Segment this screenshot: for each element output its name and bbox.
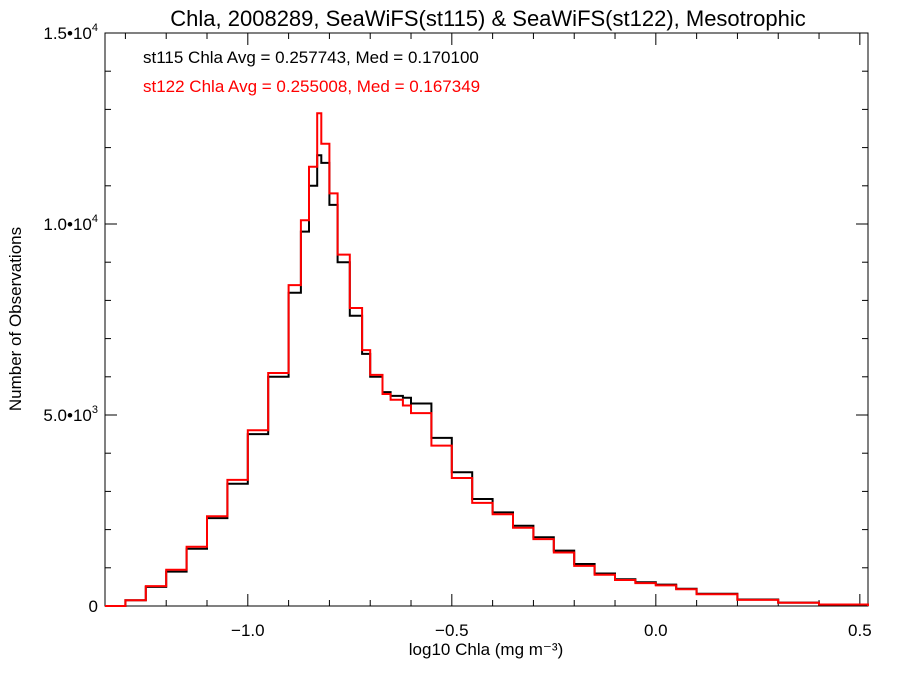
x-tick-label-0: −1.0 [231,621,265,640]
y-axis-label: Number of Observations [6,227,25,411]
y-tick-label-3: 1.5•104 [43,22,98,43]
y-tick-label-0: 0 [89,597,98,616]
ticks-layer: −1.0 −0.5 0.0 0.5 0 5.0•103 1.0•104 1.5•104 [43,22,871,640]
x-tick-label-1: −0.5 [435,621,469,640]
annotation-st122: st122 Chla Avg = 0.255008, Med = 0.16734… [143,77,480,96]
x-axis-label: log10 Chla (mg m⁻³) [409,640,563,659]
plot-frame [104,32,869,607]
x-tick-label-2: 0.0 [644,621,668,640]
y-tick-label-2: 1.0•104 [43,213,98,234]
series-line-1 [105,112,869,607]
y-tick-label-1: 5.0•103 [43,404,98,425]
series-line-0 [105,154,869,607]
annotation-st115: st115 Chla Avg = 0.257743, Med = 0.17010… [143,48,479,67]
series-layer [105,112,869,607]
x-tick-label-3: 0.5 [848,621,872,640]
chart-title: Chla, 2008289, SeaWiFS(st115) & SeaWiFS(… [170,6,805,31]
